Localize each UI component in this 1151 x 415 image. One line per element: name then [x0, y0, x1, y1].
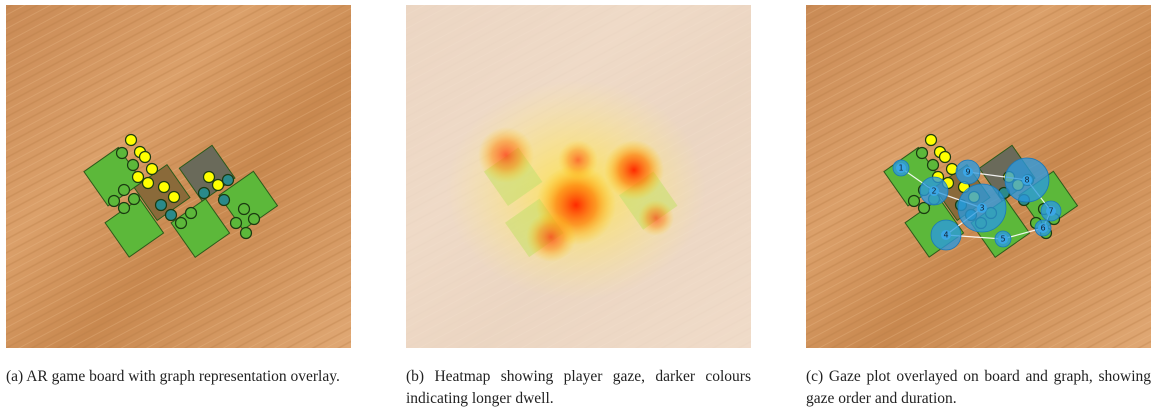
gaze-plot-image: 1 2 3 4 5 67 8 9 — [806, 5, 1151, 348]
caption: (c) Gaze plot overlayed on board and gra… — [806, 366, 1151, 410]
fixation-label: 4 — [943, 231, 948, 240]
page: 1 2 3 4 5 67 8 9 (a) AR game board with graph r… — [0, 0, 1151, 415]
fixation-label: 5 — [1000, 235, 1005, 244]
fixation-label: 8 — [1024, 176, 1029, 185]
board-image — [6, 5, 351, 348]
fixation-label: 7 — [1048, 207, 1053, 216]
caption: (b) Heatmap showing player gaze, darker … — [406, 366, 751, 410]
fixation-label: 2 — [931, 187, 936, 196]
heatmap-image — [406, 5, 751, 348]
caption: (a) AR game board with graph representat… — [6, 366, 351, 388]
fixation-label: 6 — [1040, 224, 1045, 233]
fixation-label: 3 — [979, 204, 984, 213]
fixation-label: 9 — [965, 168, 970, 177]
fixation-label: 1 — [898, 164, 903, 173]
